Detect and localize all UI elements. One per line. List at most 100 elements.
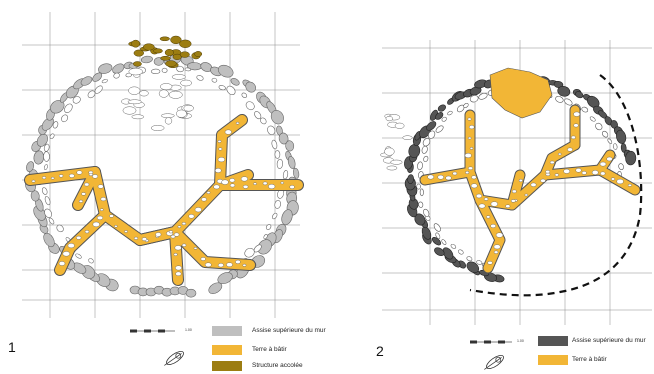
wall-stone: [276, 158, 284, 169]
interior-stone: [160, 83, 173, 91]
embedded-stone: [175, 271, 182, 276]
wall-stone: [450, 243, 457, 249]
wall-stone: [422, 138, 431, 147]
embedded-stone: [600, 171, 606, 176]
embedded-stone: [235, 121, 240, 125]
embedded-stone: [84, 182, 90, 187]
wall-stone: [43, 143, 50, 152]
plan-2-wall-stones: [380, 67, 637, 283]
wall-stone: [434, 247, 445, 256]
exterior-stone: [386, 165, 398, 171]
wall-stone: [437, 104, 447, 112]
embedded-stone: [204, 262, 212, 268]
wall-stone: [274, 200, 281, 209]
wall-stone: [419, 188, 424, 197]
embedded-stone: [124, 230, 128, 233]
wall-stone: [458, 249, 464, 255]
embedded-stone: [483, 197, 489, 201]
wall-stone: [161, 67, 168, 73]
wall-stone: [466, 256, 473, 262]
wall-stone: [421, 145, 428, 154]
embedded-stone: [200, 257, 206, 261]
embedded-stone: [490, 223, 497, 228]
embedded-stone: [96, 215, 103, 220]
wall-stone: [557, 85, 571, 97]
interior-stone: [168, 90, 183, 99]
wall-stone: [87, 90, 96, 99]
embedded-stone: [188, 214, 195, 219]
plan-1-annex-structure: [128, 35, 203, 69]
wall-stone: [226, 85, 236, 96]
wall-stone: [218, 85, 226, 91]
earth-block: [489, 67, 553, 119]
wall-stone: [423, 155, 429, 162]
wall-stone: [423, 208, 430, 217]
embedded-stone: [554, 173, 559, 177]
legend-1-wall-label: Assise supérieure du mur: [252, 327, 326, 334]
embedded-stone: [469, 147, 474, 150]
scale-bar-1: [130, 329, 175, 333]
embedded-stone: [470, 183, 478, 189]
embedded-stone: [567, 147, 573, 152]
embedded-stone: [280, 181, 284, 185]
embedded-stone: [133, 236, 138, 240]
wall-stone: [435, 125, 444, 133]
embedded-stone: [493, 244, 501, 250]
plan-2-earth-network: [419, 104, 641, 274]
wall-stone: [26, 161, 35, 172]
interior-stone: [150, 125, 165, 131]
wall-stone: [260, 117, 267, 125]
exterior-stone: [385, 116, 393, 122]
embedded-stone: [62, 251, 71, 257]
annex-stone: [159, 36, 170, 42]
wall-stone: [418, 201, 424, 208]
embedded-stone: [495, 232, 504, 238]
embedded-stone: [229, 183, 236, 188]
wall-stone: [241, 92, 248, 98]
wall-stone: [176, 65, 184, 73]
embedded-stone: [571, 135, 576, 140]
wall-stone: [263, 234, 268, 240]
annex-stone: [170, 35, 182, 45]
wall-stone: [435, 112, 444, 120]
interior-stone: [128, 67, 143, 76]
embedded-stone: [84, 230, 90, 234]
wall-stone: [217, 272, 233, 285]
embedded-stone: [201, 197, 207, 202]
wall-stone: [257, 239, 272, 255]
embedded-stone: [218, 147, 223, 151]
wall-stone: [196, 75, 204, 81]
embedded-stone: [81, 192, 86, 196]
wall-stone: [245, 101, 255, 111]
annex-stone: [133, 61, 142, 67]
wall-stone: [292, 167, 300, 179]
annex-stone: [164, 49, 174, 57]
annex-stone: [131, 39, 141, 48]
wall-stone: [185, 288, 197, 298]
wall-stone: [416, 183, 421, 190]
embedded-stone: [181, 243, 187, 247]
embedded-stone: [109, 214, 114, 218]
embedded-stone: [486, 215, 491, 219]
wall-stone: [618, 163, 624, 170]
embedded-stone: [42, 176, 47, 180]
embedded-stone: [575, 168, 582, 173]
wall-stone: [469, 86, 482, 96]
interior-stone: [122, 106, 137, 115]
legend-2-wall-swatch: [538, 336, 568, 346]
embedded-stone: [97, 184, 104, 189]
wall-stone: [113, 72, 120, 79]
embedded-stone: [493, 250, 499, 254]
wall-stone: [441, 116, 447, 122]
wall-stone: [49, 133, 55, 139]
panel-1-number: 1: [8, 339, 16, 355]
wall-stone: [285, 140, 295, 152]
embedded-stone: [175, 265, 182, 271]
wall-stone: [98, 63, 113, 74]
embedded-stone: [213, 184, 220, 190]
wall-stone: [441, 239, 447, 245]
embedded-stone: [168, 230, 173, 234]
embedded-stone: [471, 175, 477, 180]
embedded-stone: [177, 225, 182, 229]
exterior-stone: [402, 135, 413, 140]
